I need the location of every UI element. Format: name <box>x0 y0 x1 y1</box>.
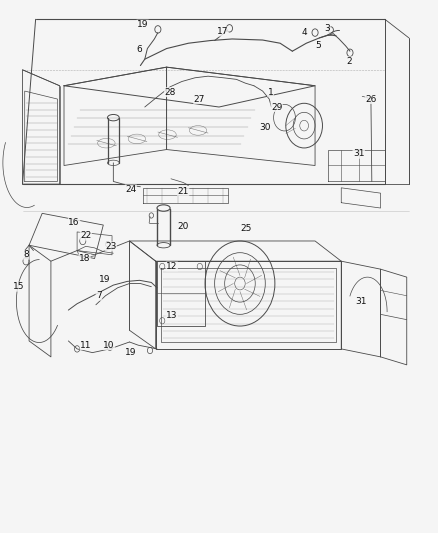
Text: 16: 16 <box>68 219 80 228</box>
Text: 8: 8 <box>23 251 29 260</box>
Text: 11: 11 <box>80 341 92 350</box>
Text: 19: 19 <box>125 348 137 357</box>
Text: 23: 23 <box>105 242 117 251</box>
Text: 2: 2 <box>346 57 352 66</box>
Text: 31: 31 <box>355 296 367 305</box>
Text: 10: 10 <box>103 341 115 350</box>
Text: 1: 1 <box>268 87 273 96</box>
Text: 7: 7 <box>96 291 102 300</box>
Text: 5: 5 <box>316 42 321 51</box>
Text: 6: 6 <box>137 45 142 54</box>
Text: 12: 12 <box>166 262 177 271</box>
Text: 28: 28 <box>164 87 176 96</box>
Text: 21: 21 <box>177 187 189 196</box>
Text: 18: 18 <box>79 254 90 263</box>
Ellipse shape <box>107 115 119 121</box>
Text: 27: 27 <box>194 94 205 103</box>
Text: 22: 22 <box>80 231 92 240</box>
Text: 20: 20 <box>177 222 189 231</box>
Text: 3: 3 <box>325 24 330 33</box>
Text: 19: 19 <box>99 275 110 284</box>
Text: 15: 15 <box>13 282 25 291</box>
Text: 30: 30 <box>259 123 271 132</box>
Text: 31: 31 <box>353 149 364 158</box>
Text: 26: 26 <box>365 94 377 103</box>
Text: 24: 24 <box>125 185 136 194</box>
Text: 17: 17 <box>217 27 228 36</box>
Text: 19: 19 <box>137 20 148 29</box>
Text: 4: 4 <box>301 28 307 37</box>
Ellipse shape <box>157 205 170 211</box>
Text: 25: 25 <box>240 224 252 233</box>
Text: 13: 13 <box>166 311 177 320</box>
Text: 29: 29 <box>271 102 283 111</box>
